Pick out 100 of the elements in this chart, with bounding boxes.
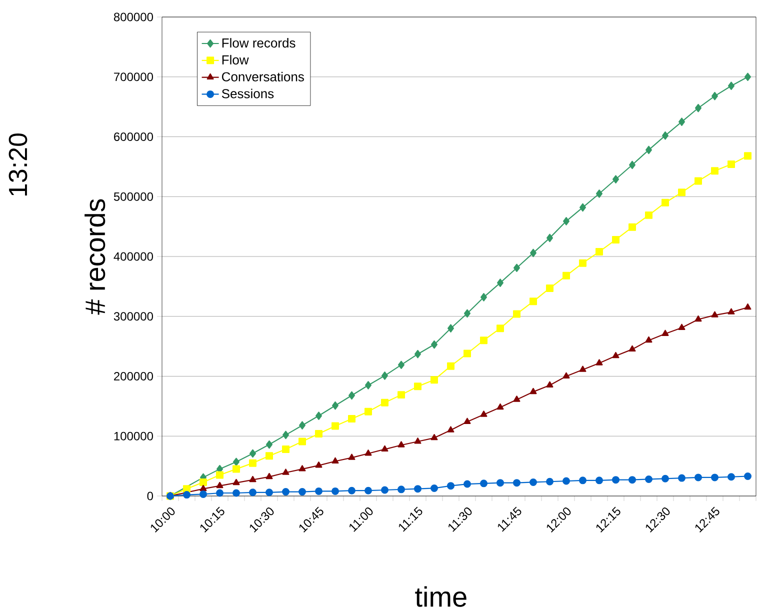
point — [200, 478, 208, 486]
point — [579, 366, 586, 372]
point — [744, 303, 752, 310]
point — [496, 403, 504, 410]
point — [513, 310, 521, 318]
point — [382, 372, 388, 380]
point — [596, 248, 604, 256]
point — [628, 476, 636, 484]
legend-label: Flow — [222, 54, 249, 64]
point — [398, 441, 405, 448]
point — [497, 278, 504, 287]
y-axis-title: # records — [84, 199, 106, 315]
legend-label: Sessions — [222, 88, 274, 98]
point — [530, 478, 538, 486]
point — [694, 474, 702, 482]
point — [662, 330, 669, 336]
point — [282, 446, 290, 454]
point — [562, 272, 570, 280]
point — [596, 189, 603, 198]
point — [348, 415, 356, 423]
point — [298, 488, 306, 496]
point — [546, 234, 554, 242]
point — [200, 484, 207, 492]
point — [480, 480, 488, 488]
y-tick-label: 600000 — [114, 132, 153, 142]
y-tick-label: 0 — [147, 492, 154, 500]
point — [480, 336, 488, 344]
point — [695, 104, 702, 112]
point — [414, 382, 422, 390]
point — [596, 476, 604, 484]
point — [496, 479, 504, 487]
point — [562, 477, 570, 485]
point — [216, 482, 224, 488]
point — [694, 315, 702, 322]
point — [546, 478, 554, 486]
point — [744, 152, 752, 160]
point — [430, 376, 438, 384]
point — [249, 488, 257, 496]
point — [612, 175, 620, 184]
point — [728, 308, 735, 314]
point — [232, 465, 240, 473]
point — [447, 362, 455, 370]
y-tick-label: 400000 — [114, 252, 153, 261]
point — [216, 489, 224, 497]
point — [629, 160, 636, 170]
point — [365, 381, 372, 390]
point — [596, 359, 603, 366]
point — [364, 408, 372, 416]
point — [513, 479, 521, 487]
point — [728, 82, 735, 90]
point — [447, 426, 454, 432]
point — [530, 388, 537, 394]
legend-label: Flow records — [222, 38, 296, 48]
point — [514, 264, 520, 272]
point — [563, 217, 570, 226]
point — [348, 391, 356, 400]
point — [694, 177, 702, 185]
point — [183, 485, 190, 493]
y-tick-label: 500000 — [114, 192, 153, 201]
point — [431, 340, 438, 349]
point — [381, 398, 389, 406]
point — [678, 118, 686, 126]
point — [546, 284, 554, 292]
point — [316, 412, 322, 420]
x-axis-title: time — [415, 586, 466, 607]
point — [711, 311, 718, 318]
point — [233, 458, 240, 466]
point — [381, 486, 389, 494]
y-tick-label: 300000 — [114, 312, 153, 321]
point — [645, 336, 652, 343]
point — [332, 422, 340, 430]
point — [298, 465, 306, 472]
point — [546, 381, 554, 388]
point — [282, 430, 290, 440]
point — [662, 474, 670, 482]
point — [332, 457, 339, 464]
point — [200, 490, 208, 498]
point — [678, 188, 686, 196]
y-tick-label: 100000 — [114, 432, 153, 440]
point — [250, 449, 256, 458]
point — [612, 352, 620, 358]
point — [447, 482, 455, 490]
point — [364, 450, 372, 456]
legend-label: Conversations — [222, 72, 304, 82]
point — [249, 459, 257, 467]
point — [628, 345, 636, 352]
point — [645, 475, 653, 483]
point — [678, 474, 686, 482]
point — [414, 438, 422, 444]
point — [464, 418, 471, 424]
point — [430, 434, 438, 440]
point — [249, 476, 256, 482]
point — [232, 489, 240, 497]
point — [414, 485, 422, 493]
point — [464, 480, 472, 488]
point — [398, 391, 406, 399]
point — [678, 324, 686, 330]
point — [348, 486, 356, 494]
point — [464, 309, 471, 318]
point — [216, 471, 224, 479]
